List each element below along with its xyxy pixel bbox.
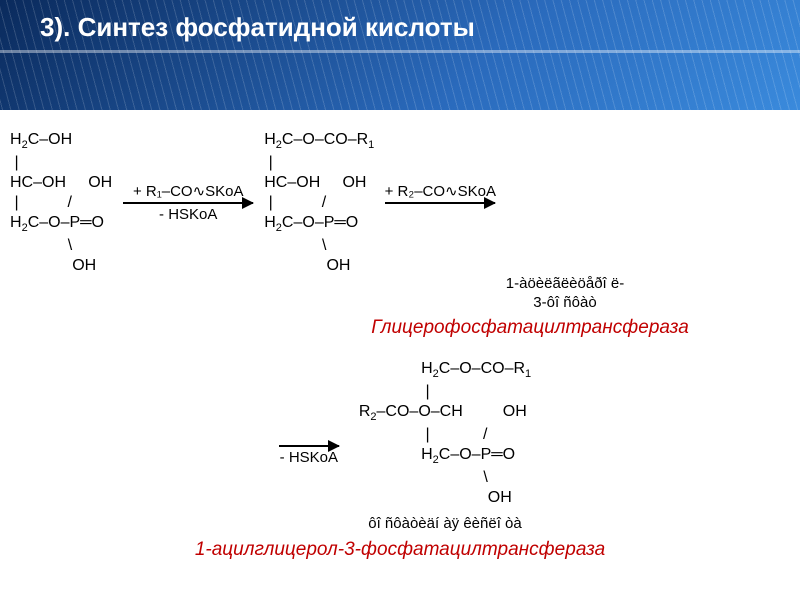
intermediate-label-line2: 3-ôî ñôàò: [340, 293, 790, 313]
arrow-line-2b: [279, 445, 339, 447]
slide-title: 3). Синтез фосфатидной кислоты: [40, 12, 475, 43]
empty-below: [438, 206, 442, 223]
product-label: ôî ñôàòèäí àÿ êèñëî òà: [368, 514, 521, 534]
reagent-1-below: - HSKoA: [159, 206, 217, 223]
reaction-row-1: H2C–OH | HC–OH OH | / H2C–O–P═O \ OH + R…: [10, 130, 790, 276]
empty-above: [307, 426, 311, 443]
reagent-1-above: + R₁–CO∿SKoA: [133, 182, 244, 200]
reaction-arrow-1: + R₁–CO∿SKoA - HSKoA: [118, 182, 258, 223]
product-stack: H2C–O–CO–R1 | R2–CO–O–CH OH | / H2C–O–P═…: [359, 359, 531, 533]
molecule-1-acylglycerol-3-phosphate: H2C–O–CO–R1 | HC–OH OH | / H2C–O–P═O \ O…: [264, 130, 374, 276]
enzyme-2-label: 1-ацилглицерол-3-фосфатацилтрансфераза: [10, 539, 790, 561]
arrow-line-2a: [385, 202, 495, 204]
intermediate-label: 1-àöèëãëèöåðî ë- 3-ôî ñôàò: [340, 274, 790, 313]
reagent-2-above: + R₂–CO∿SKoA: [385, 182, 496, 200]
enzyme-1-label: Глицерофосфатацилтрансфераза: [270, 317, 790, 339]
reaction-arrow-2-start: + R₂–CO∿SKoA: [380, 182, 500, 223]
reaction-content: H2C–OH | HC–OH OH | / H2C–O–P═O \ OH + R…: [0, 110, 800, 581]
reaction-arrow-2-end: - HSKoA: [269, 426, 349, 466]
slide-header: 3). Синтез фосфатидной кислоты: [0, 0, 800, 110]
reaction-row-2: - HSKoA H2C–O–CO–R1 | R2–CO–O–CH OH | / …: [10, 359, 790, 533]
intermediate-label-line1: 1-àöèëãëèöåðî ë-: [340, 274, 790, 294]
arrow-line-1: [123, 202, 253, 204]
molecule-glycerol-3-phosphate: H2C–OH | HC–OH OH | / H2C–O–P═O \ OH: [10, 130, 112, 276]
molecule-phosphatidic-acid: H2C–O–CO–R1 | R2–CO–O–CH OH | / H2C–O–P═…: [359, 359, 531, 508]
